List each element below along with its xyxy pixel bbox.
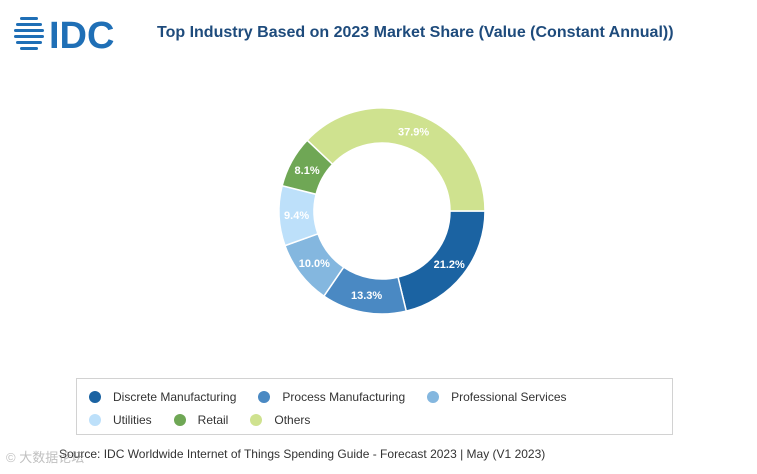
logo-text: IDC: [49, 15, 114, 52]
legend-swatch-icon: [258, 390, 271, 403]
legend-swatch-icon: [250, 413, 263, 426]
idc-logo: IDC: [14, 14, 126, 52]
chart-title: Top Industry Based on 2023 Market Share …: [157, 24, 674, 41]
slice-label: 37.9%: [398, 127, 429, 139]
watermark: © 大数据论坛: [6, 450, 85, 465]
legend-swatch-icon: [89, 413, 101, 426]
slice-label: 8.1%: [295, 165, 320, 177]
slice-others[interactable]: [306, 107, 486, 212]
source-note: Source: IDC Worldwide Internet of Things…: [59, 447, 546, 461]
legend-swatch-icon: [427, 390, 440, 403]
legend-label: Retail: [197, 412, 229, 427]
legend-item[interactable]: Utilities: [89, 408, 152, 431]
slice-label: 10.0%: [299, 258, 330, 270]
slice-label: 13.3%: [351, 290, 382, 302]
legend-item[interactable]: Others: [250, 408, 310, 431]
slice-label: 21.2%: [434, 259, 465, 271]
legend-swatch-icon: [89, 390, 101, 403]
legend-item[interactable]: Process Manufacturing: [258, 385, 405, 408]
legend-label: Process Manufacturing: [282, 389, 406, 404]
legend-item[interactable]: Professional Services: [427, 385, 567, 408]
legend-label: Professional Services: [451, 389, 567, 404]
slice-label: 9.4%: [284, 210, 309, 222]
legend-label: Others: [274, 412, 311, 427]
legend-label: Utilities: [113, 412, 152, 427]
legend: Discrete Manufacturing Process Manufactur…: [76, 378, 673, 435]
legend-label: Discrete Manufacturing: [113, 389, 237, 404]
legend-item[interactable]: Discrete Manufacturing: [89, 385, 236, 408]
legend-item[interactable]: Retail: [173, 408, 229, 431]
legend-swatch-icon: [173, 413, 186, 426]
